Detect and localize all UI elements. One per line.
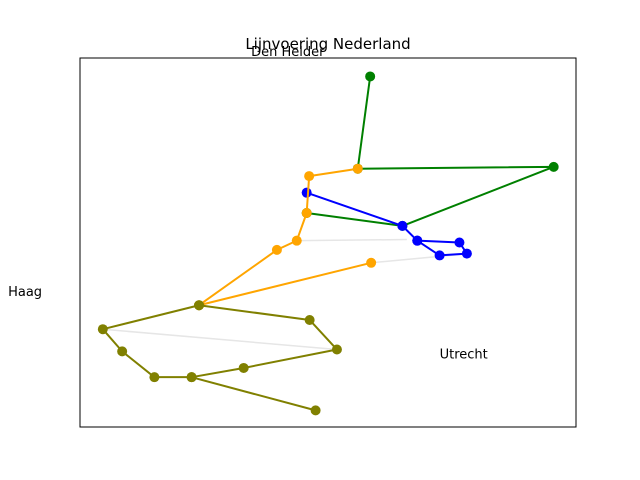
series-0-point-2	[548, 161, 559, 172]
series-4-line	[191, 376, 316, 412]
connector-line-0	[299, 238, 407, 242]
series-4	[186, 372, 321, 416]
series-3-point-7	[97, 324, 108, 335]
annotation-label-0: Den Helder	[251, 45, 325, 60]
series-1-point-4	[461, 248, 472, 259]
series-3-point-5	[149, 372, 160, 383]
series-1-point-6	[412, 235, 423, 246]
series-2-point-1	[304, 171, 315, 182]
series-2-point-0	[352, 163, 363, 174]
series-3-point-3	[238, 362, 249, 373]
annotation-label-2: Utrecht	[440, 348, 488, 363]
series-layer	[97, 71, 559, 416]
annotations-layer: Den Helder Haag Utrecht	[8, 45, 488, 363]
series-2-point-3	[291, 235, 302, 246]
series-1-point-1	[397, 220, 408, 231]
series-3-point-2	[331, 344, 342, 355]
series-1	[301, 187, 472, 261]
series-2-point-4	[271, 244, 282, 255]
series-2-point-2	[301, 207, 312, 218]
series-4-point-0	[186, 372, 197, 383]
series-1-point-3	[454, 237, 465, 248]
chart-title: Lijnvoering Nederland	[245, 35, 410, 53]
series-0-point-0	[365, 71, 376, 82]
annotation-label-1: Haag	[8, 285, 42, 300]
connector-line-2	[102, 328, 337, 351]
series-2-point-6	[366, 257, 377, 268]
series-4-point-1	[310, 405, 321, 416]
series-3-point-8	[194, 300, 205, 311]
plot-area-frame	[79, 57, 577, 428]
series-1-point-0	[301, 187, 312, 198]
series-3-point-1	[304, 314, 315, 325]
series-1-point-5	[434, 250, 445, 261]
series-3-point-6	[117, 346, 128, 357]
